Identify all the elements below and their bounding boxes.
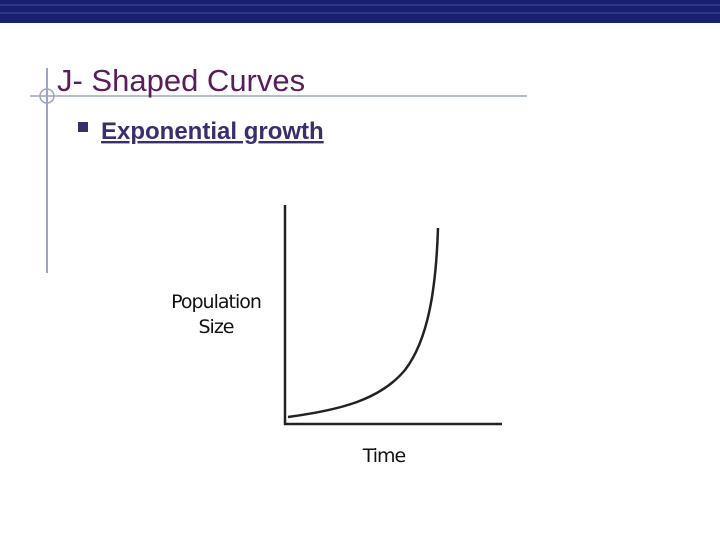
top-band-pattern [0,4,720,14]
x-axis-label: Time [362,445,406,467]
slide-title: J- Shaped Curves [57,63,305,98]
bullet-marker [78,122,88,132]
rule-crosshair [39,88,55,104]
y-axis-label: Population [171,291,261,313]
y-axis-label: Size [198,316,233,338]
bullet-text: Exponential growth [101,118,324,145]
j-curve [287,227,440,419]
top-band [0,0,720,23]
growth-figure: Population Size Time [171,205,502,467]
